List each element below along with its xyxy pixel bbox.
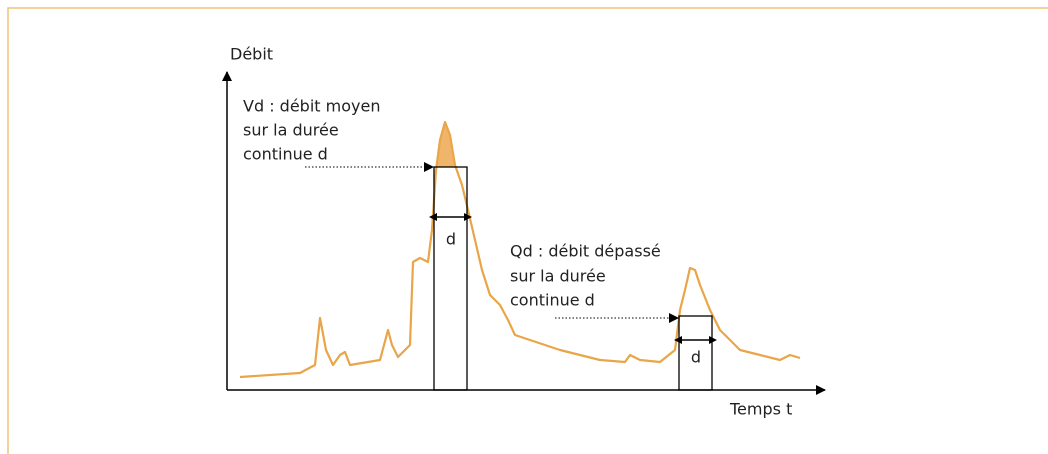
frame xyxy=(7,7,1048,454)
peak-shade xyxy=(437,122,456,167)
duration-label: d xyxy=(691,348,701,367)
x-axis-label: Temps t xyxy=(729,400,792,419)
annotation-line: continue d xyxy=(243,145,328,164)
hydrograph xyxy=(239,120,801,379)
annotation-line: sur la durée xyxy=(510,267,606,286)
annotation-line: continue d xyxy=(510,291,595,310)
annotation-line: Vd : débit moyen xyxy=(243,97,380,116)
annotation-line: sur la durée xyxy=(243,121,339,140)
duration-box xyxy=(433,166,468,391)
y-axis-label: Débit xyxy=(230,45,273,64)
duration-label: d xyxy=(446,230,456,249)
duration-box xyxy=(678,315,713,391)
annotation-line: Qd : débit dépassé xyxy=(510,242,661,261)
